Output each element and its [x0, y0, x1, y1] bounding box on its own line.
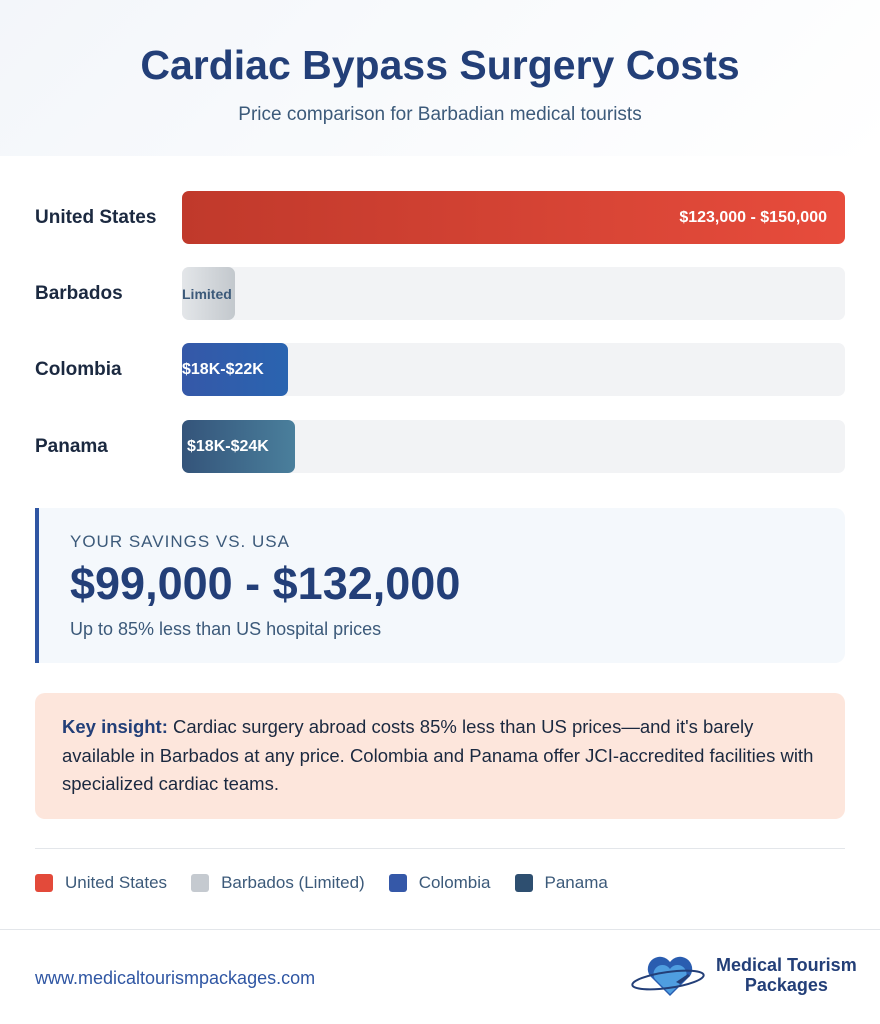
logo-text-line2: Packages — [744, 975, 828, 995]
legend-item: Panama — [514, 873, 608, 893]
bar-value-label: $123,000 - $150,000 — [679, 208, 827, 226]
bar-row: Colombia $18K-$22K — [35, 343, 845, 396]
bar-category-label: Colombia — [35, 359, 122, 380]
key-insight: Key insight: Cardiac surgery abroad cost… — [35, 693, 845, 819]
logo-text-line1: Medical Tourism — [716, 955, 857, 975]
bar: $18K-$24K — [182, 420, 295, 473]
bar-track: $18K-$22K — [182, 343, 845, 396]
legend-label: Panama — [544, 873, 608, 892]
bar-track: $18K-$24K — [182, 420, 845, 473]
insight-lead: Key insight: — [62, 716, 168, 737]
bar-row: United States $123,000 - $150,000 — [35, 191, 845, 244]
header: Cardiac Bypass Surgery Costs Price compa… — [0, 0, 880, 156]
savings-note: Up to 85% less than US hospital prices — [70, 619, 382, 639]
savings-value: $99,000 - $132,000 — [70, 558, 461, 609]
savings-label: YOUR SAVINGS VS. USA — [70, 532, 290, 551]
bar-value-label: Limited — [182, 285, 232, 302]
bar-category-label: Barbados — [35, 283, 123, 304]
footer: www.medicaltourismpackages.com Medical T… — [0, 929, 880, 1024]
legend-label: Barbados (Limited) — [221, 873, 365, 892]
bar-track: Limited — [182, 267, 845, 320]
bar-category-label: Panama — [35, 436, 108, 457]
bar-value-label: $18K-$24K — [187, 437, 269, 455]
bar: Limited — [182, 267, 236, 320]
legend-swatch — [514, 874, 533, 892]
bar-row: Panama $18K-$24K — [35, 420, 845, 473]
bar-row: Barbados Limited — [35, 267, 845, 320]
page-subtitle: Price comparison for Barbadian medical t… — [238, 104, 642, 125]
divider — [35, 848, 845, 849]
legend-label: Colombia — [418, 873, 491, 892]
legend-label: United States — [65, 873, 168, 892]
bar: $18K-$22K — [182, 343, 289, 396]
savings-card: YOUR SAVINGS VS. USA $99,000 - $132,000 … — [35, 508, 845, 663]
legend: United States Barbados (Limited) Colombi… — [35, 873, 632, 893]
legend-swatch — [388, 874, 407, 892]
legend-item: Colombia — [388, 873, 491, 893]
insight-text: Cardiac surgery abroad costs 85% less th… — [62, 716, 814, 794]
legend-swatch — [35, 874, 53, 892]
bar-track: $123,000 - $150,000 — [182, 191, 845, 244]
page-title: Cardiac Bypass Surgery Costs — [140, 42, 740, 88]
bar-value-label: $18K-$22K — [182, 360, 264, 378]
bar: $123,000 - $150,000 — [182, 191, 845, 244]
logo: Medical Tourism Packages — [630, 952, 857, 998]
legend-item: Barbados (Limited) — [191, 873, 365, 893]
legend-item: United States — [35, 873, 167, 893]
website-link[interactable]: www.medicaltourismpackages.com — [35, 968, 316, 988]
heart-plane-logo-icon — [631, 956, 705, 996]
bar-category-label: United States — [35, 207, 157, 228]
legend-swatch — [191, 874, 210, 892]
